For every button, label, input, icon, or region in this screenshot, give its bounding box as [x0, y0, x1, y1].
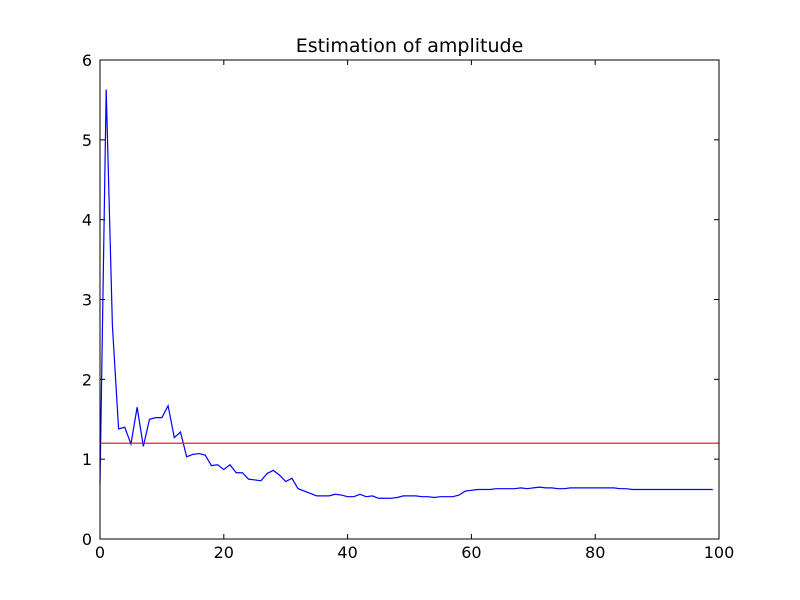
plot-frame	[99, 59, 720, 540]
series-line-0	[99, 89, 713, 499]
x-tick-label: 100	[704, 543, 735, 562]
y-tick-label: 1	[82, 450, 92, 469]
x-tick-label: 60	[461, 543, 481, 562]
series-layer	[99, 89, 719, 499]
ticks-layer: 0 20 40 60 80 100 0 1 2 3 4 5 6	[82, 51, 734, 562]
x-tick-label: 20	[214, 543, 234, 562]
x-tick-label: 0	[95, 543, 105, 562]
chart-title: Estimation of amplitude	[296, 35, 524, 57]
x-tick-label: 80	[585, 543, 605, 562]
y-tick-label: 4	[82, 211, 92, 230]
y-tick-label: 0	[82, 530, 92, 549]
y-tick-label: 5	[82, 131, 92, 150]
x-tick-label: 40	[337, 543, 357, 562]
y-tick-label: 6	[82, 51, 92, 70]
y-tick-label: 3	[82, 291, 92, 310]
y-tick-label: 2	[82, 370, 92, 389]
